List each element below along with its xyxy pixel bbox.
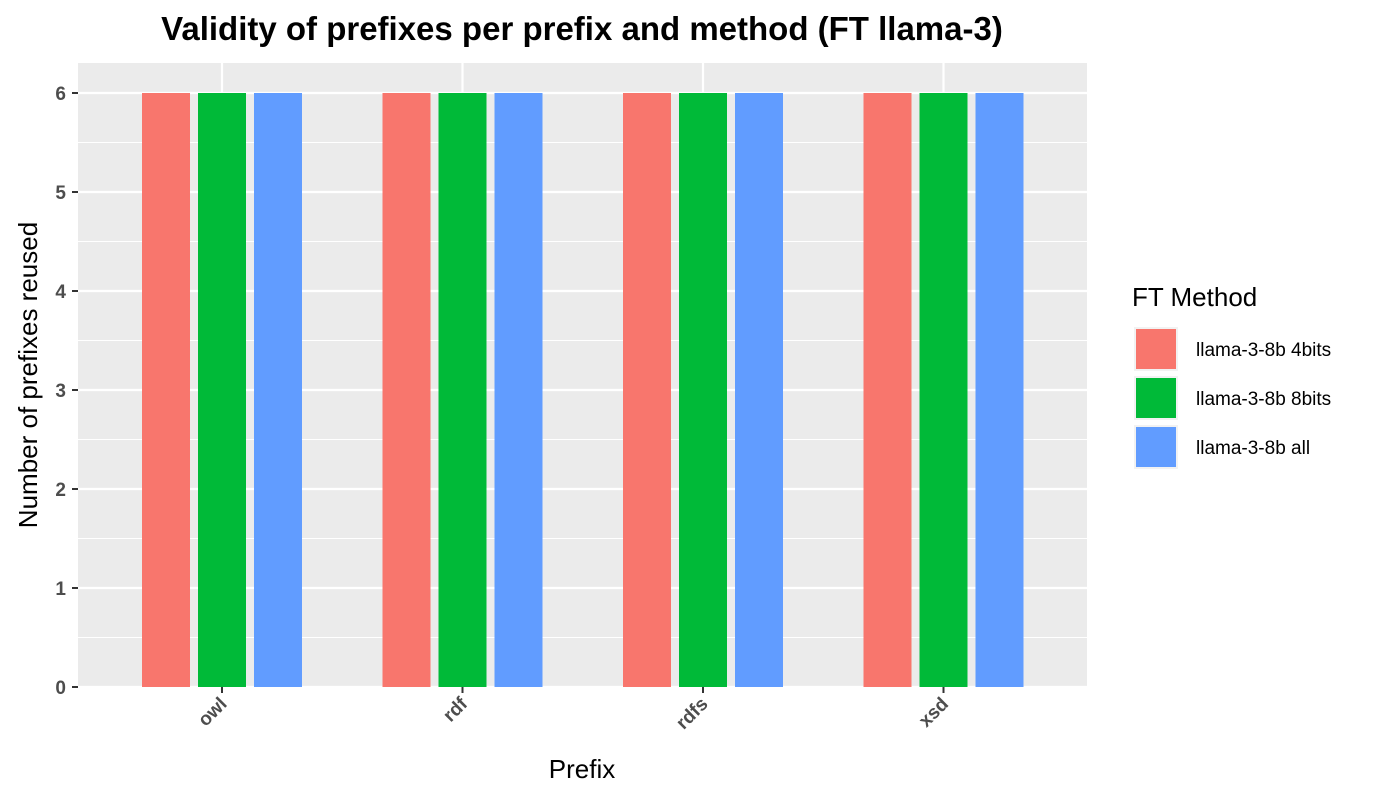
bar <box>438 93 487 687</box>
bar <box>623 93 671 687</box>
bar <box>863 93 912 687</box>
y-tick-label: 6 <box>55 84 66 105</box>
legend-label: llama-3-8b 4bits <box>1196 340 1331 361</box>
bar <box>198 93 246 687</box>
x-axis: owl rdf rdfs xsd <box>194 687 953 734</box>
x-axis-title: Prefix <box>549 754 615 784</box>
y-tick-label: 3 <box>55 381 66 402</box>
y-tick-label: 2 <box>55 480 66 501</box>
legend-label: llama-3-8b all <box>1196 438 1310 459</box>
bar <box>735 93 783 687</box>
plot-panel <box>78 63 1087 687</box>
legend-label: llama-3-8b 8bits <box>1196 389 1331 410</box>
x-tick-label: xsd <box>915 694 953 732</box>
x-tick-label: rdfs <box>672 694 712 734</box>
x-tick-label: owl <box>194 694 231 731</box>
legend-title: FT Method <box>1132 282 1257 312</box>
x-tick-label: rdf <box>439 693 472 726</box>
bar <box>142 93 190 687</box>
chart-title: Validity of prefixes per prefix and meth… <box>161 10 1003 47</box>
bar <box>679 93 727 687</box>
legend-swatch <box>1136 378 1176 418</box>
bar <box>382 93 431 687</box>
legend: FT Method llama-3-8b 4bits llama-3-8b 8bi… <box>1132 282 1331 469</box>
bar <box>975 93 1024 687</box>
bar <box>254 93 302 687</box>
y-axis-title: Number of prefixes reused <box>13 222 43 528</box>
y-axis: 0 1 2 3 4 5 6 <box>55 84 78 699</box>
y-tick-label: 5 <box>55 183 66 204</box>
y-tick-label: 1 <box>55 579 66 600</box>
y-tick-label: 0 <box>55 678 66 699</box>
bars-group <box>142 93 1024 687</box>
legend-items: llama-3-8b 4bits llama-3-8b 8bits llama-3-… <box>1134 327 1331 469</box>
legend-swatch <box>1136 329 1176 369</box>
bar <box>919 93 968 687</box>
y-tick-label: 4 <box>55 282 66 303</box>
legend-swatch <box>1136 427 1176 467</box>
bar <box>494 93 543 687</box>
